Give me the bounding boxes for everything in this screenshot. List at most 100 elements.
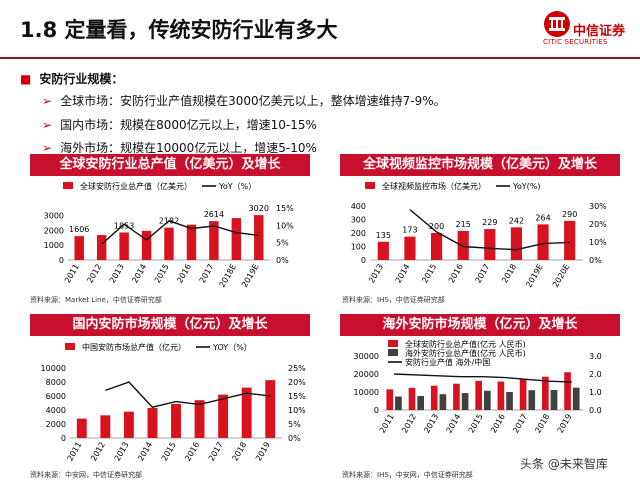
bar: [141, 230, 152, 260]
chart3-source: 资料来源：中安网，中信证券研究部: [30, 471, 142, 479]
chart2-heading: 全球视频监控市场规模（亿美元）及增长: [340, 154, 620, 176]
y2-tick-label: 5%: [288, 420, 301, 429]
page-title: 1.8 定量看，传统安防行业有多大: [20, 18, 338, 42]
chart-global-video-surveillance: 0 100 200 300 400 0% 10% 20% 30% 2013 135 2014 173 20…: [351, 181, 607, 288]
series-line: [409, 209, 570, 251]
y-tick-label: 300: [351, 216, 366, 225]
y2-tick-label: 20%: [288, 378, 306, 387]
legend-label: 全球安防行业总产值(亿元 人民币): [405, 339, 526, 349]
bar: [404, 236, 416, 260]
y2-tick-label: 3.0: [589, 352, 602, 361]
bar: [241, 387, 252, 438]
bar: [453, 383, 460, 410]
bullet-text: 国内市场：规模在8000亿元以上，增速10-15%: [60, 118, 317, 132]
x-tick-label: 2016: [489, 413, 507, 435]
legend-label: YOY（%）: [212, 343, 252, 352]
y-tick-label: 4000: [46, 406, 66, 415]
bar: [74, 236, 84, 260]
bullet-item: ➢ 全球市场：安防行业产值规模在3000亿美元以上，整体增速维持7-9%。: [42, 94, 446, 108]
bar: [550, 390, 558, 410]
data-label: 290: [562, 210, 577, 219]
x-tick-label: 2011: [66, 441, 84, 463]
bar: [96, 235, 107, 260]
chart4-source: 资料来源：IHS，中安网，中信证券研究部: [342, 471, 473, 479]
y2-tick-label: 2.0: [589, 370, 602, 379]
y-tick-label: 30000: [354, 352, 379, 361]
y2-tick-label: 20%: [589, 220, 607, 229]
x-tick-label: 2018: [533, 413, 551, 435]
bar: [430, 233, 443, 260]
chart-overseas-security: 0 10000 20000 30000 0.0 1.0 2.0 3.0 2011 2012 2013…: [354, 339, 602, 435]
legend-bar-swatch: [63, 182, 73, 189]
data-label: 264: [535, 213, 550, 222]
x-tick-label: 2012: [89, 441, 107, 463]
y2-tick-label: 10%: [276, 221, 294, 230]
bar: [377, 241, 389, 260]
y2-tick-label: 0%: [589, 256, 602, 265]
y2-tick-label: 1.0: [589, 388, 602, 397]
data-label: 200: [429, 222, 444, 231]
y2-tick-label: 0%: [276, 256, 289, 265]
data-label: 173: [402, 226, 417, 235]
bullet-head-label: 安防行业规模：: [39, 72, 124, 86]
header-rule: [0, 57, 640, 59]
bar: [519, 378, 527, 410]
x-tick-label: 2016: [175, 263, 193, 285]
bar: [76, 418, 87, 438]
data-label: 2614: [204, 210, 224, 219]
bar: [164, 227, 174, 260]
bar: [497, 381, 505, 410]
bar: [461, 393, 469, 410]
y2-tick-label: 15%: [276, 204, 294, 213]
bar: [186, 224, 197, 260]
x-tick-label: 2016: [183, 441, 201, 463]
logo-text: 中信证券: [573, 24, 626, 39]
legend-bar-swatch: [365, 182, 375, 189]
x-tick-label: 2019: [254, 441, 272, 463]
bar: [484, 229, 496, 260]
x-tick-label: 2012: [85, 263, 103, 285]
x-tick-label: 2015: [467, 413, 485, 435]
y2-tick-label: 10%: [589, 238, 607, 247]
bar: [395, 396, 402, 410]
y-tick-label: 2000: [46, 420, 66, 429]
chart-domestic-security: 0 2000 4000 6000 8000 10000 0% 5% 10% 15% 20% 25% 20…: [41, 342, 307, 463]
bar: [510, 227, 523, 260]
bar: [572, 387, 580, 410]
data-label: 135: [376, 231, 391, 240]
bar: [171, 403, 181, 438]
data-label: 242: [509, 216, 524, 225]
bullet-item: ➢ 海外市场：规模在10000亿元以上，增速5-10%: [42, 141, 317, 155]
legend-label: 海外安防行业总产值(亿元 人民币): [405, 348, 526, 358]
y-tick-label: 20000: [354, 370, 379, 379]
chart4-heading: 海外安防市场规模（亿元）及增长: [340, 314, 620, 336]
chart1-source: 资料来源：Market Line，中信证券研究部: [30, 296, 162, 304]
data-label: 3020: [249, 204, 269, 213]
y2-tick-label: 0.0: [589, 406, 602, 415]
y2-tick-label: 25%: [288, 364, 306, 373]
bar: [475, 380, 482, 410]
bar: [457, 230, 469, 260]
x-tick-label: 2015: [160, 441, 178, 463]
x-tick-label: 2014: [394, 263, 412, 285]
bullet-text: 全球市场：安防行业产值规模在3000亿美元以上，整体增速维持7-9%。: [60, 94, 446, 108]
x-tick-label: 2014: [130, 263, 148, 285]
x-tick-label: 2013: [367, 263, 385, 285]
x-tick-label: 2016: [447, 263, 465, 285]
bar: [528, 390, 536, 410]
x-tick-label: 2012: [400, 413, 418, 435]
x-tick-label: 2011: [63, 263, 81, 285]
data-label: 1853: [114, 221, 134, 230]
y-tick-label: 10000: [41, 364, 66, 373]
bullet-head: ■ 安防行业规模：: [20, 72, 124, 86]
y-tick-label: 200: [351, 229, 366, 238]
bar: [254, 215, 264, 260]
bar: [194, 400, 205, 438]
watermark: 头条 @未来智库: [520, 457, 608, 471]
x-tick-label: 2019E: [240, 263, 261, 289]
citic-logo-icon: [544, 11, 570, 37]
series-line: [105, 381, 271, 408]
y-tick-label: 1000: [44, 241, 64, 250]
y-tick-label: 3000: [44, 211, 64, 220]
legend-label: 中国安防市场总产值（亿元）: [82, 342, 186, 352]
